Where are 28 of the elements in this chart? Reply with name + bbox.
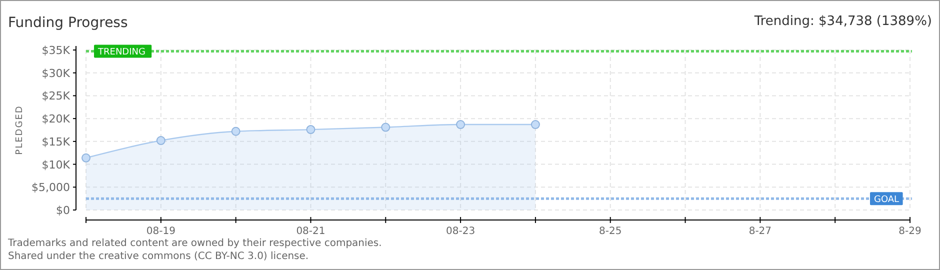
x-tick-label: 8-27 xyxy=(748,226,772,237)
text: Shared under the creative commons (CC BY-NC 3.0) license. xyxy=(8,251,309,262)
ref-line-label: GOAL xyxy=(874,195,900,206)
chart-title: Funding Progress xyxy=(8,15,128,31)
y-tick-label: $10K xyxy=(42,158,71,172)
y-tick-label: $25K xyxy=(42,90,71,103)
x-tick-label: 08-21 xyxy=(296,226,326,237)
point xyxy=(530,120,540,130)
ref-line-label: TRENDING xyxy=(97,48,146,58)
point xyxy=(381,122,390,132)
x-tick-label: 08-19 xyxy=(146,226,176,237)
point xyxy=(82,153,90,162)
y-tick-label: $0 xyxy=(56,204,70,217)
x-tick-label: 8-25 xyxy=(599,226,622,237)
y-tick-label: $20K xyxy=(42,112,71,126)
y-axis-title: PLEDGED xyxy=(15,105,25,155)
point xyxy=(156,136,166,146)
point xyxy=(456,120,466,130)
x-tick-label: 8-29 xyxy=(898,226,922,237)
x-tick-label: 08-23 xyxy=(446,226,476,237)
y-tick-label: $5,000 xyxy=(32,181,70,194)
y-tick-label: $35K xyxy=(42,44,71,57)
y-tick-label: $15K xyxy=(42,135,71,148)
point xyxy=(306,125,316,134)
point xyxy=(231,126,240,136)
text: Trademarks and related content are owned by their respective companies. xyxy=(7,238,382,249)
y-tick-label: $30K xyxy=(42,66,71,80)
chart-subtitle: Trending: $34,738 (1389%) xyxy=(753,14,932,29)
